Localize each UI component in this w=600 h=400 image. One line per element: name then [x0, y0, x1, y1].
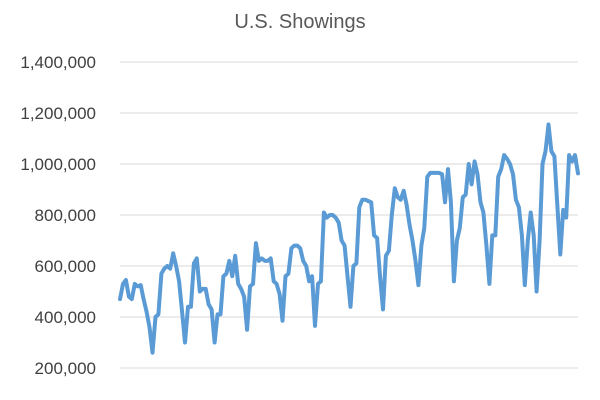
chart-title: U.S. Showings: [234, 11, 365, 33]
y-tick-label: 400,000: [35, 308, 96, 327]
y-tick-label: 1,400,000: [20, 53, 96, 72]
y-tick-label: 800,000: [35, 206, 96, 225]
y-tick-label: 1,000,000: [20, 155, 96, 174]
y-tick-label: 600,000: [35, 257, 96, 276]
series-layer: [118, 122, 580, 355]
y-tick-label: 200,000: [35, 359, 96, 378]
series-line-us-showings: [118, 122, 580, 355]
y-tick-label: 1,200,000: [20, 104, 96, 123]
y-axis-tick-labels: 200,000 400,000 600,000 800,000 1,000,000 1,2…: [20, 53, 96, 378]
